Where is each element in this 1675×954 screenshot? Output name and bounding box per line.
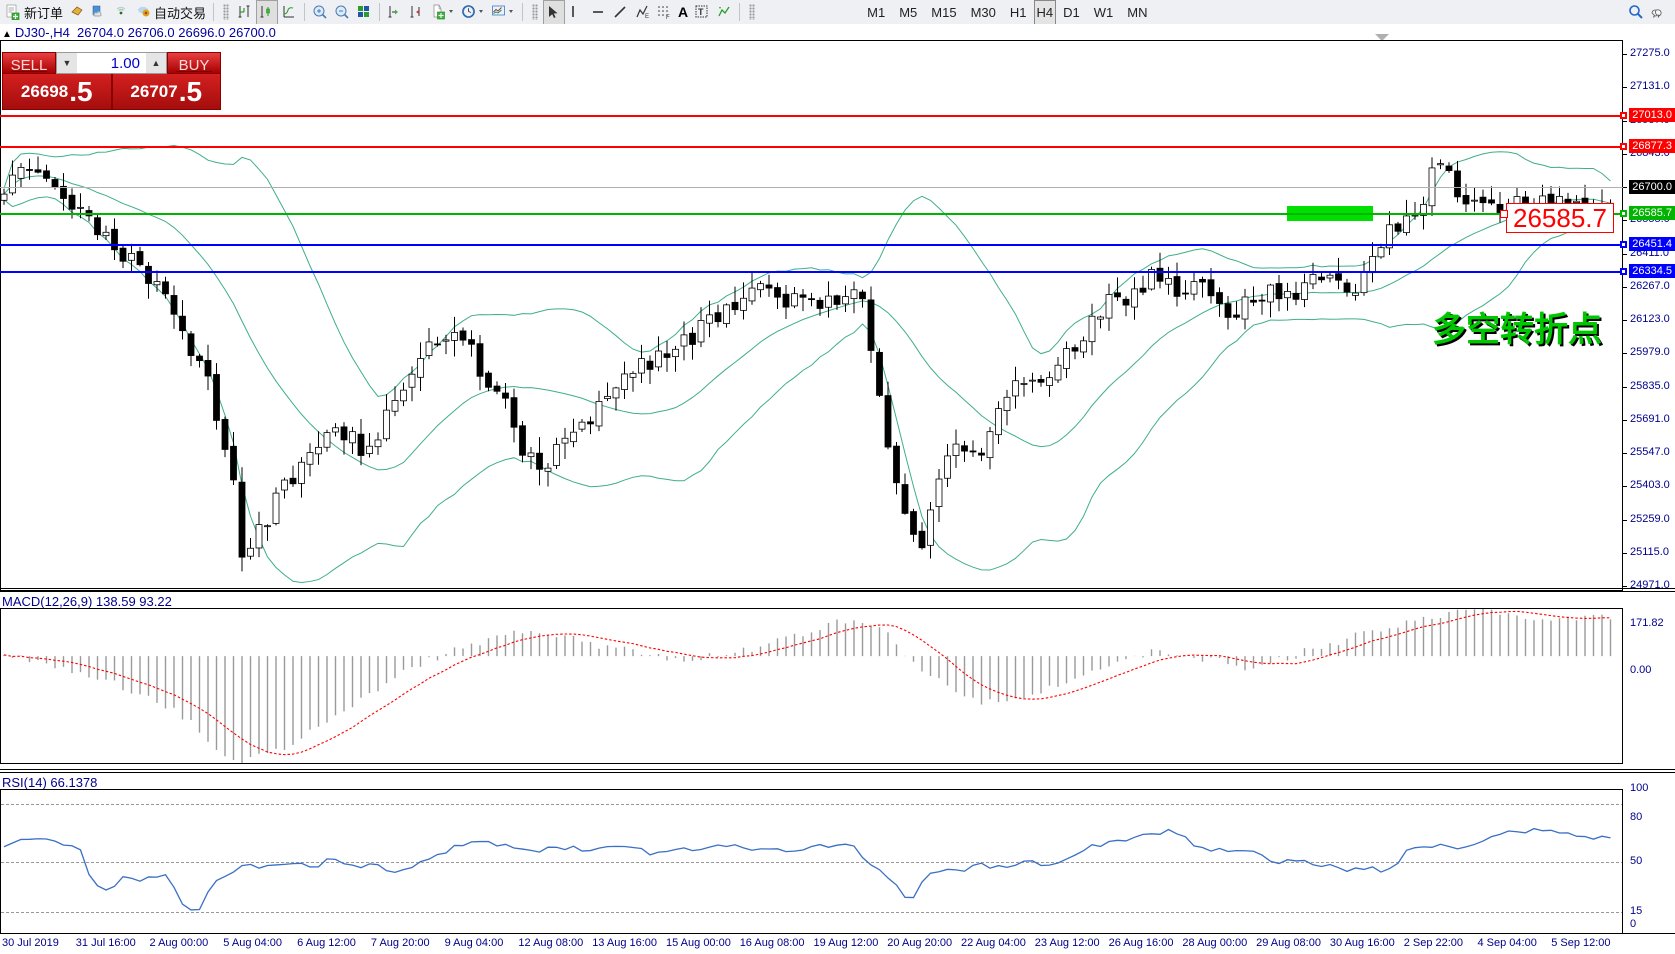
- svg-text:T: T: [698, 7, 704, 17]
- svg-text:E: E: [645, 14, 649, 20]
- svg-text:F: F: [666, 15, 670, 20]
